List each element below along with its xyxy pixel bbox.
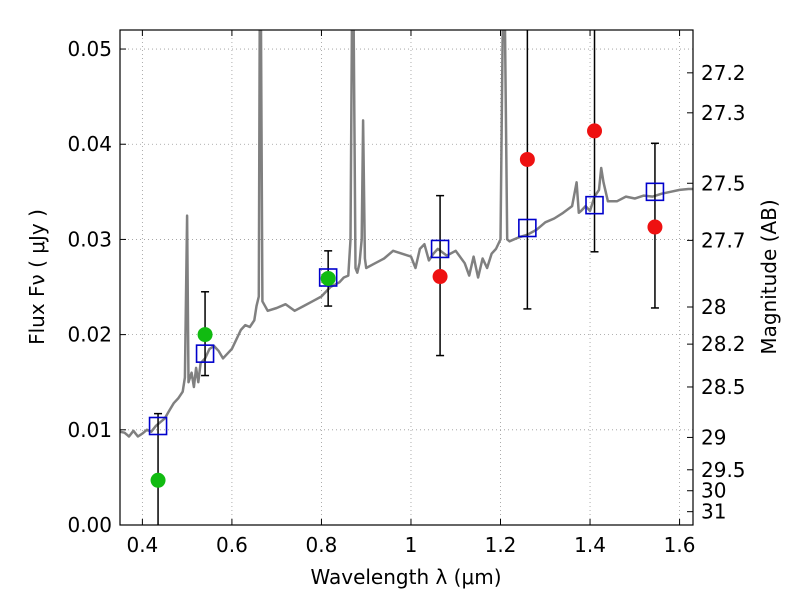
x-tick-label: 1 [405,533,418,557]
x-axis-label: Wavelength λ (μm) [310,565,501,589]
spectrum-line [120,30,693,438]
spectrum-layer [120,30,693,438]
y2-tick-label: 29.5 [701,458,746,482]
green-data-point [197,327,213,343]
model-square [645,182,665,202]
x-tick-labels: 0.4 0.6 0.8 1 1.2 1.4 1.6 [126,533,695,557]
y2-tick-label: 28.5 [701,375,746,399]
plot-frame [119,29,694,526]
y2-tick-label: 28 [701,295,726,319]
red-data-point [519,151,535,167]
y-tick-label: 0.02 [67,323,112,347]
model-square [318,268,338,287]
red-data-point [432,269,448,285]
model-square [195,344,215,363]
marker-layer [148,123,665,488]
y-tick-label: 0.05 [67,37,112,61]
y-tick-label: 0.01 [67,418,112,442]
x-tick-label: 0.8 [306,533,338,557]
y2-tick-label: 27.2 [701,61,746,85]
y-axis-label: Flux Fν ( μJy ) [25,209,49,345]
y2-tick-label: 27.3 [701,101,746,125]
y2-axis-label: Magnitude (AB) [757,199,781,354]
x-tick-label: 1.4 [574,533,606,557]
y-tick-label: 0.00 [67,513,112,537]
y2-tick-label: 30 [701,479,726,503]
model-square [430,239,450,259]
y2-tick-label: 28.2 [701,332,746,356]
y2-tick-label: 27.7 [701,228,746,252]
model-square [148,416,168,436]
gridlines [120,30,693,525]
y2-tick-label: 31 [701,500,726,524]
y2-tick-label: 29 [701,425,726,449]
red-data-point [587,123,603,139]
y-tick-labels: 0.00 0.01 0.02 0.03 0.04 0.05 [67,37,112,537]
x-tick-label: 0.4 [126,533,158,557]
red-data-point [647,219,663,235]
tick-marks [120,30,693,526]
green-data-point [320,270,336,286]
model-square [585,195,604,215]
y-tick-label: 0.03 [67,227,112,251]
x-tick-label: 1.6 [664,533,696,557]
model-square [518,218,537,238]
green-data-point [150,472,166,488]
x-tick-label: 0.6 [216,533,248,557]
x-tick-label: 1.2 [485,533,517,557]
y-tick-label: 0.04 [67,132,112,156]
y2-tick-label: 27.5 [701,171,746,195]
